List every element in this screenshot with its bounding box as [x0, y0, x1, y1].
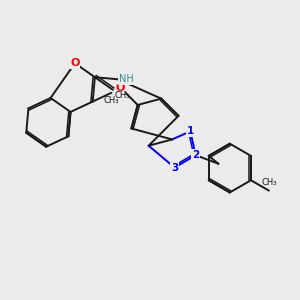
Text: CH₃: CH₃: [104, 96, 119, 105]
Text: 1: 1: [187, 126, 194, 136]
Text: O: O: [70, 58, 80, 68]
Text: NH: NH: [118, 74, 133, 84]
Text: CH₃: CH₃: [114, 91, 130, 100]
Text: CH₃: CH₃: [261, 178, 277, 187]
Text: O: O: [115, 83, 124, 93]
Text: 3: 3: [171, 163, 178, 172]
Text: 2: 2: [192, 150, 199, 160]
